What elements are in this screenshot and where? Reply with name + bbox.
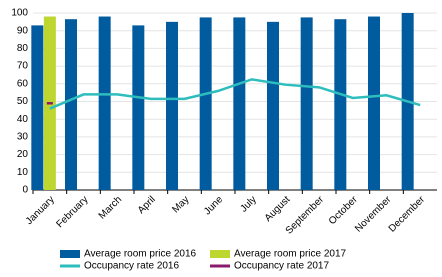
x-tick-label: December [387,194,428,235]
y-tick-label: 70 [17,61,29,72]
bar [300,17,313,190]
bar [166,21,178,190]
bar [267,21,279,190]
y-tick-label: 40 [17,114,29,125]
bar [233,17,246,190]
x-tick-label: March [97,194,124,221]
legend-swatch [210,250,230,258]
legend-label: Average room price 2016 [84,249,197,260]
x-tick-label: July [238,194,258,214]
line [49,78,421,110]
y-tick-label: 0 [22,185,28,196]
x-tick-label: January [24,194,57,227]
bar [98,16,111,191]
x-tick-label: August [263,194,293,224]
x-tick-label: June [202,194,225,217]
bar [199,17,212,190]
y-tick-label: 50 [17,96,29,107]
y-tick-label: 30 [17,132,29,143]
bar [132,25,145,190]
bar [65,19,77,190]
y-tick-label: 100 [11,8,28,19]
x-tick-label: April [136,194,158,216]
x-tick-label: May [170,194,191,215]
y-tick-label: 60 [17,78,29,89]
bar [334,19,347,190]
y-tick-label: 90 [17,25,29,36]
legend-label: Occupancy rate 2016 [84,261,179,272]
legend-label: Occupancy rate 2017 [234,261,329,272]
y-tick-label: 20 [17,149,29,160]
legend-label: Average room price 2017 [234,249,347,260]
y-tick-label: 10 [17,167,29,178]
x-tick-label: October [327,194,360,227]
x-tick-label: February [54,194,90,230]
y-tick-label: 80 [17,43,29,54]
bar [31,25,44,190]
legend-swatch [60,250,80,258]
bar [368,16,380,191]
